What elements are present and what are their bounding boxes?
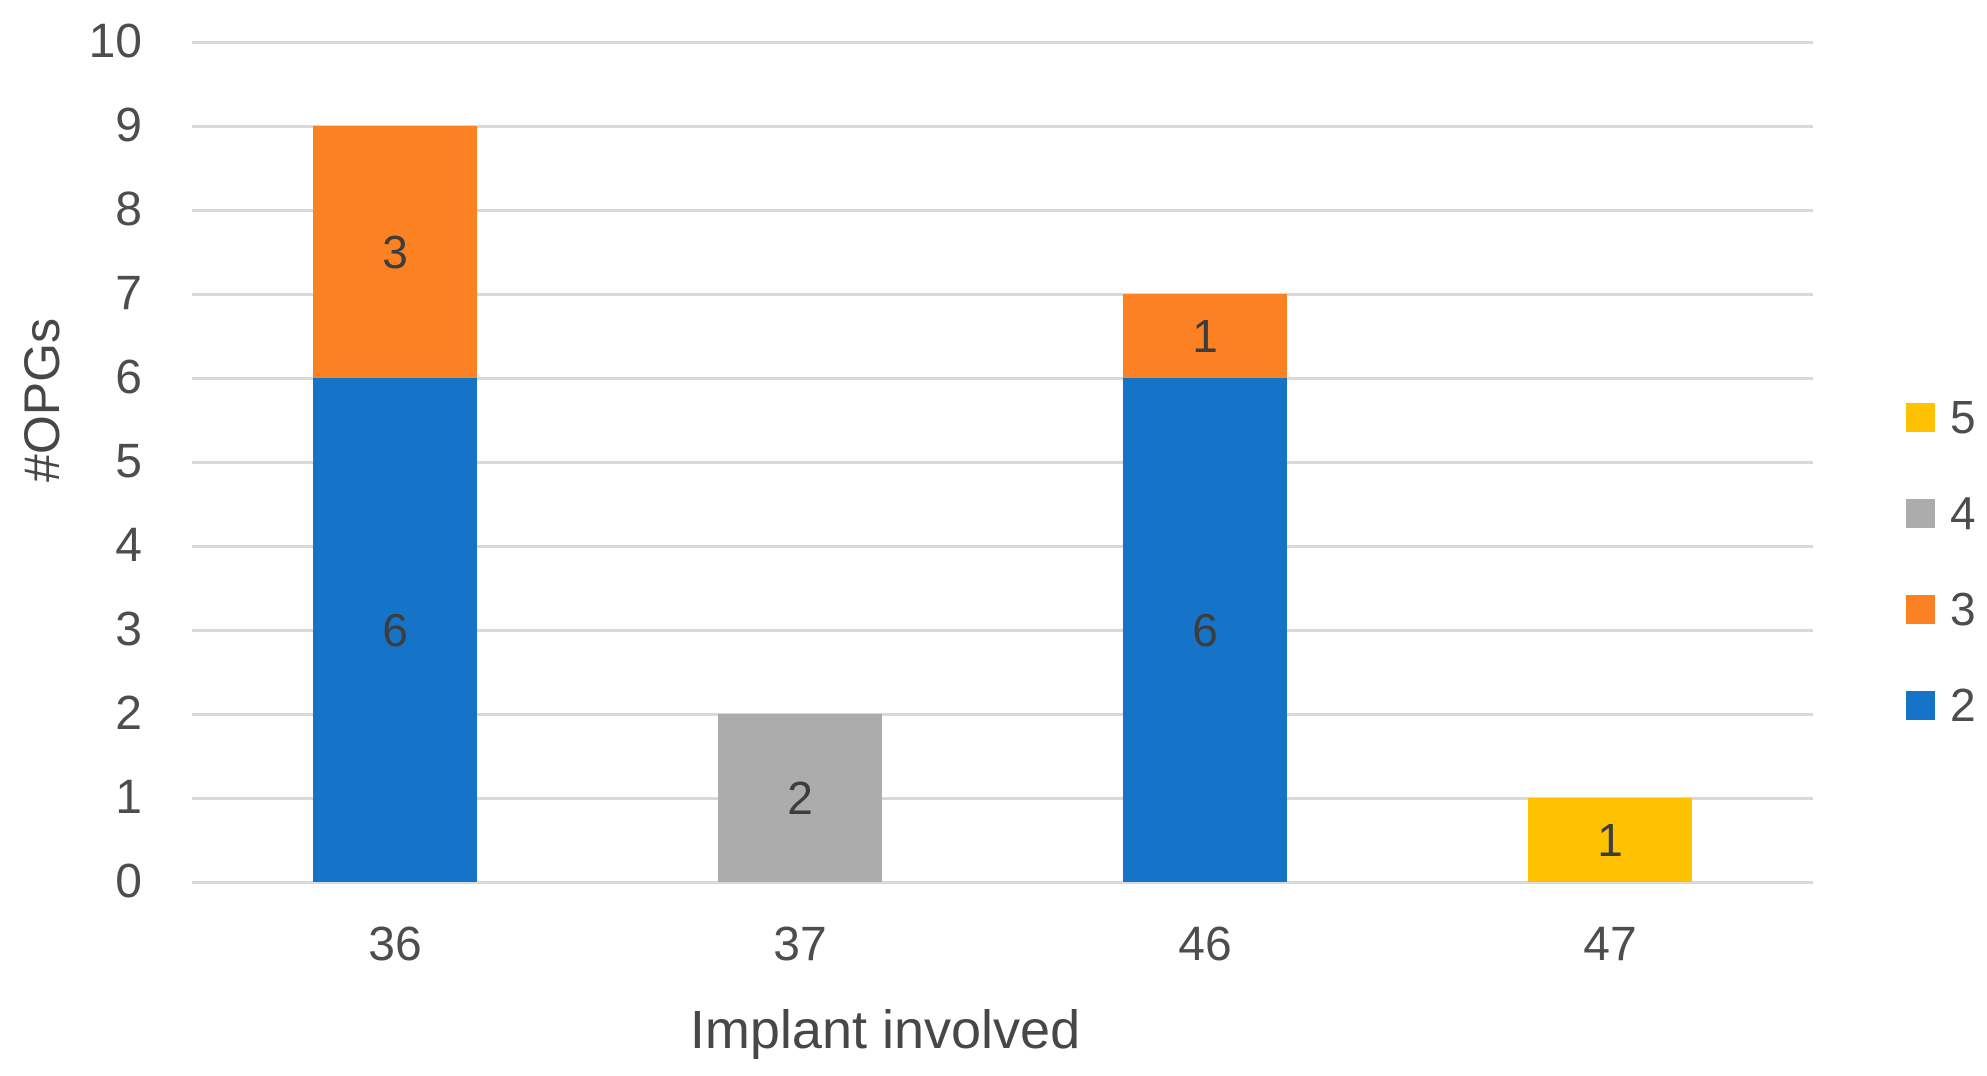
x-axis-title: Implant involved [689, 1000, 1081, 1060]
bar-value-label: 3 [382, 226, 408, 278]
y-tick-label: 1 [115, 771, 142, 824]
legend-swatch [1906, 498, 1935, 528]
y-tick-label: 9 [115, 99, 142, 152]
bar-value-label: 6 [382, 604, 408, 656]
legend-swatch [1906, 402, 1935, 432]
bar-36-segment-2: 6 [313, 378, 477, 882]
legend-label: 2 [1950, 679, 1976, 731]
gridline [192, 797, 1813, 800]
y-tick-label: 4 [115, 519, 142, 572]
legend-item-4: 4 [1906, 487, 1976, 539]
gridline [192, 377, 1813, 380]
gridline [192, 881, 1813, 884]
x-category-label: 37 [773, 918, 827, 971]
bar-47-segment-5: 1 [1528, 798, 1692, 882]
x-category-label: 46 [1178, 918, 1232, 971]
y-tick-label: 8 [115, 183, 142, 236]
bar-36-segment-3: 3 [313, 126, 477, 378]
y-tick-label: 5 [115, 435, 142, 488]
gridline [192, 209, 1813, 212]
x-category-label: 47 [1583, 918, 1637, 971]
x-category-label: 36 [368, 918, 422, 971]
y-tick-label: 0 [115, 855, 142, 908]
bar-value-label: 6 [1192, 604, 1218, 656]
y-tick-label: 7 [115, 267, 142, 320]
legend-swatch [1906, 690, 1935, 720]
legend-item-2: 2 [1906, 679, 1976, 731]
y-tick-label: 3 [115, 603, 142, 656]
bar-value-label: 1 [1192, 310, 1218, 362]
y-tick-label: 10 [88, 15, 142, 68]
y-tick-label: 6 [115, 351, 142, 404]
legend-item-5: 5 [1906, 391, 1976, 443]
gridline [192, 461, 1813, 464]
bar-46-segment-2: 6 [1123, 378, 1287, 882]
bar-37-segment-4: 2 [718, 714, 882, 882]
gridline [192, 713, 1813, 716]
legend-swatch [1906, 594, 1935, 624]
legend: 5 4 3 2 [1906, 391, 1976, 731]
gridline [192, 41, 1813, 44]
gridline [192, 125, 1813, 128]
legend-item-3: 3 [1906, 583, 1976, 635]
gridline [192, 545, 1813, 548]
bar-value-label: 1 [1597, 814, 1623, 866]
bar-value-label: 2 [787, 772, 813, 824]
gridline [192, 293, 1813, 296]
legend-label: 5 [1950, 391, 1976, 443]
bar-46-segment-3: 1 [1123, 294, 1287, 378]
legend-label: 3 [1950, 583, 1976, 635]
gridline [192, 629, 1813, 632]
legend-label: 4 [1950, 487, 1976, 539]
y-tick-label: 2 [115, 687, 142, 740]
